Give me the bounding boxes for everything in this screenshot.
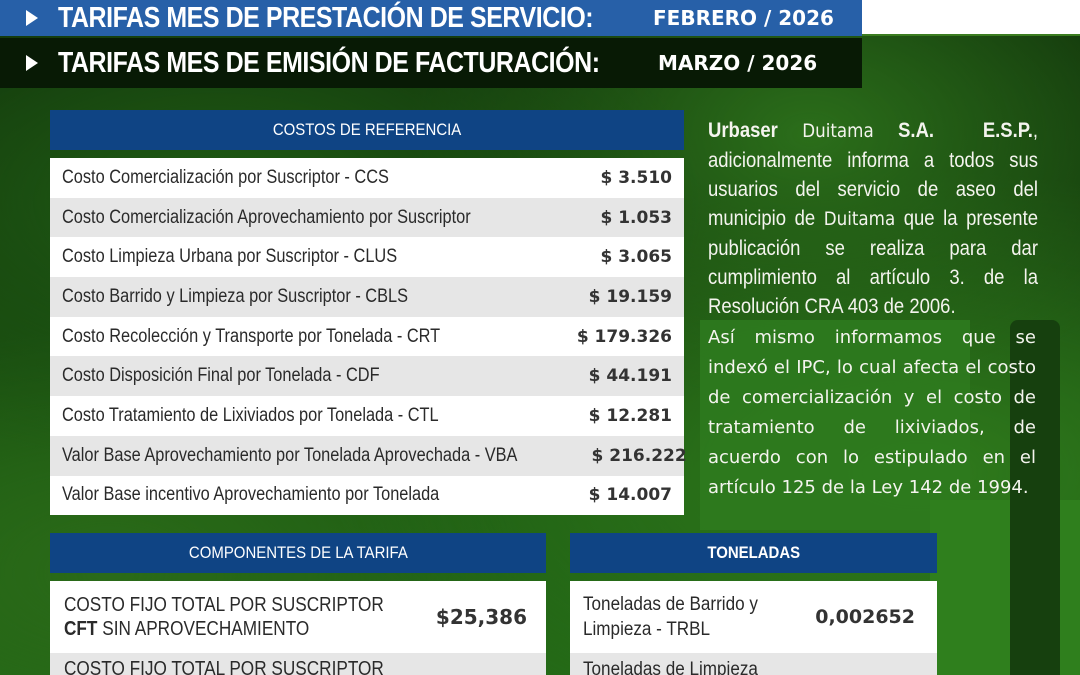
billing-month-banner: TARIFAS MES DE EMISIÓN DE FACTURACIÓN: M… — [0, 38, 862, 88]
cost-value: $ 19.159 — [588, 286, 672, 307]
component-label: COSTO FIJO TOTAL POR SUSCRIPTOR CFT SIN … — [64, 594, 384, 640]
table-row: Costo Tratamiento de Lixiviados por Tone… — [50, 396, 684, 436]
tariff-components-table: COMPONENTES DE LA TARIFA COSTO FIJO TOTA… — [50, 533, 546, 675]
cost-label: Costo Barrido y Limpieza por Suscriptor … — [62, 285, 409, 307]
top-right-blank — [862, 0, 1080, 36]
table-row: Costo Limpieza Urbana por Suscriptor - C… — [50, 237, 684, 278]
billing-month-title: TARIFAS MES DE EMISIÓN DE FACTURACIÓN: — [58, 46, 600, 79]
table-row: Valor Base Aprovechamiento por Tonelada … — [50, 435, 687, 476]
table-row: Costo Disposición Final por Tonelada - C… — [50, 356, 684, 397]
cost-value: $ 216.222 — [591, 445, 687, 466]
notice-text: Urbaser Duitama S.A. E.S.P., adicionalme… — [708, 116, 1038, 503]
table-row: Costo Comercialización Aprovechamiento p… — [50, 197, 684, 238]
service-month-banner: TARIFAS MES DE PRESTACIÓN DE SERVICIO: F… — [0, 0, 862, 36]
cost-label: Costo Recolección y Transporte por Tonel… — [62, 325, 441, 347]
cost-label: Costo Tratamiento de Lixiviados por Tone… — [62, 404, 439, 426]
table-row: Toneladas de Barrido y Limpieza - TRBL 0… — [570, 581, 937, 653]
cost-label: Costo Comercialización Aprovechamiento p… — [62, 206, 471, 228]
cost-value: $ 3.065 — [600, 247, 672, 268]
background-tree — [1010, 320, 1060, 675]
background-green-panel — [700, 320, 970, 530]
cost-value: $ 12.281 — [588, 405, 672, 426]
cost-label: Costo Disposición Final por Tonelada - C… — [62, 365, 380, 387]
billing-month-value: MARZO / 2026 — [658, 51, 818, 75]
service-month-value: FEBRERO / 2026 — [653, 6, 834, 30]
cost-value: $ 179.326 — [576, 326, 672, 347]
table-row: Valor Base incentivo Aprovechamiento por… — [50, 475, 684, 516]
tons-table: TONELADAS Toneladas de Barrido y Limpiez… — [570, 533, 937, 675]
table-row: COSTO FIJO TOTAL POR SUSCRIPTOR CFT SIN … — [50, 581, 546, 653]
play-arrow-icon — [26, 55, 38, 71]
reference-costs-table: COSTOS DE REFERENCIA Costo Comercializac… — [50, 110, 687, 516]
tons-header: TONELADAS — [570, 533, 937, 573]
table-row: Costo Recolección y Transporte por Tonel… — [50, 316, 684, 357]
tons-value: 0,002652 — [815, 606, 915, 628]
table-row: Toneladas de Limpieza — [570, 653, 937, 675]
component-label: COSTO FIJO TOTAL POR SUSCRIPTOR — [64, 658, 384, 675]
component-value: $25,386 — [435, 605, 528, 629]
table-row: Costo Comercialización por Suscriptor - … — [50, 158, 684, 198]
tons-label: Toneladas de Limpieza — [583, 659, 758, 675]
play-arrow-icon — [26, 10, 38, 26]
cost-label: Valor Base Aprovechamiento por Tonelada … — [62, 444, 518, 466]
cost-label: Valor Base incentivo Aprovechamiento por… — [62, 484, 440, 506]
cost-value: $ 14.007 — [588, 485, 672, 506]
tons-label: Toneladas de Barrido y Limpieza - TRBL — [583, 594, 758, 640]
reference-costs-header: COSTOS DE REFERENCIA — [50, 110, 684, 150]
cost-value: $ 3.510 — [600, 167, 672, 188]
notice-paragraph-2: Así mismo informamos que se indexó el IP… — [708, 327, 1036, 498]
table-row: Costo Barrido y Limpieza por Suscriptor … — [50, 277, 684, 317]
table-row: COSTO FIJO TOTAL POR SUSCRIPTOR — [50, 653, 546, 675]
notice-paragraph-1: Urbaser Duitama S.A. E.S.P., adicionalme… — [708, 119, 1038, 318]
cost-value: $ 44.191 — [588, 366, 672, 387]
cost-label: Costo Comercialización por Suscriptor - … — [62, 166, 389, 188]
tariff-components-header: COMPONENTES DE LA TARIFA — [50, 533, 546, 573]
cost-value: $ 1.053 — [600, 207, 672, 228]
service-month-title: TARIFAS MES DE PRESTACIÓN DE SERVICIO: — [58, 1, 594, 34]
cost-label: Costo Limpieza Urbana por Suscriptor - C… — [62, 246, 398, 268]
